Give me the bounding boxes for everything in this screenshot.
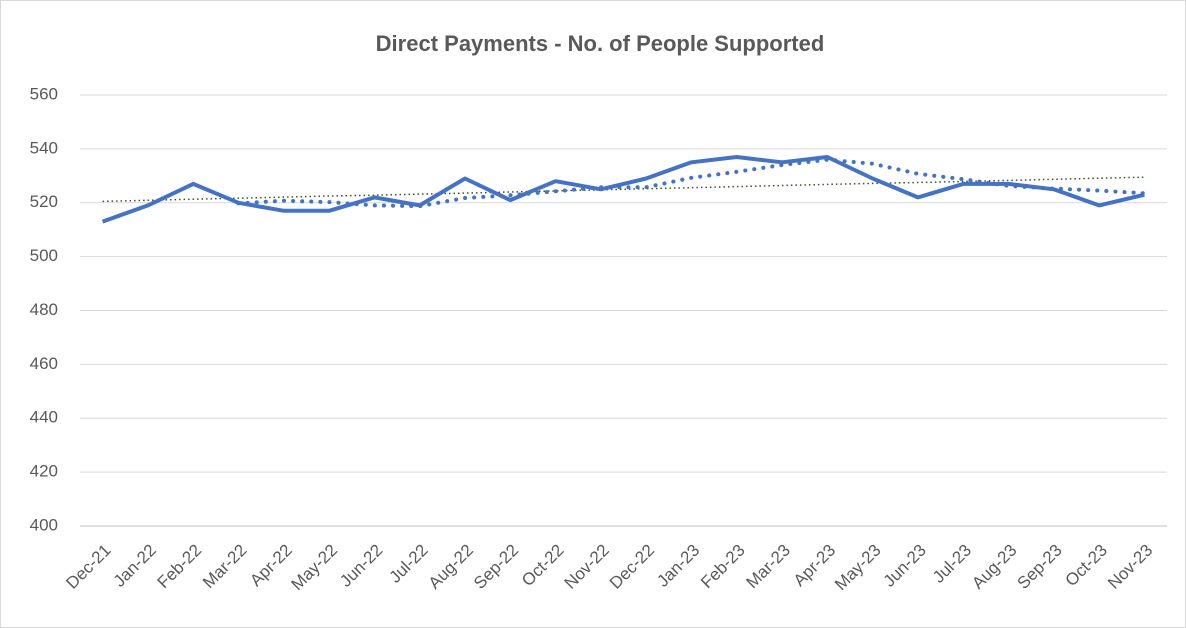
y-tick-label: 540 [30,138,58,157]
chart-title: Direct Payments - No. of People Supporte… [376,31,825,56]
y-tick-label: 460 [30,354,58,373]
series-line [101,155,1145,224]
y-tick-label: 440 [30,408,58,427]
series-line [236,157,1147,209]
y-tick-label: 400 [30,515,58,534]
y-tick-label: 560 [30,84,58,103]
y-tick-label: 420 [30,462,58,481]
y-tick-label: 480 [30,300,58,319]
y-tick-label: 520 [30,192,58,211]
y-tick-label: 500 [30,246,58,265]
